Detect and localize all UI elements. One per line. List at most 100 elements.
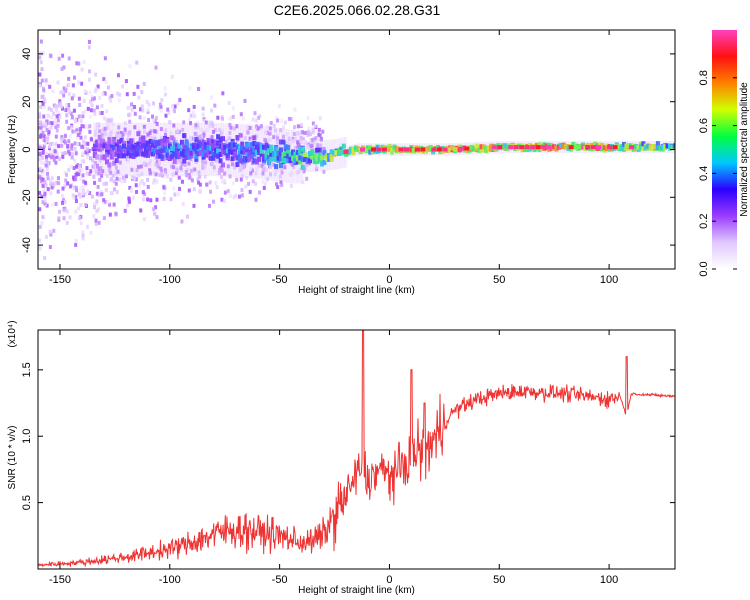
spectrogram-cell — [251, 117, 255, 122]
spectrogram-cell — [148, 170, 152, 175]
spectrogram-cell — [467, 145, 472, 151]
spectrogram-halo — [170, 122, 174, 177]
spectrogram-cell — [57, 181, 61, 186]
spectrogram-halo — [617, 140, 621, 154]
spectrogram-halo — [394, 143, 398, 156]
spectrogram-halo — [102, 122, 106, 177]
spectrogram-cell — [316, 143, 320, 148]
spectrogram-halo — [220, 123, 224, 177]
spectrogram-cell — [288, 151, 293, 157]
spectrogram-cell — [116, 73, 120, 78]
spectrogram-cell — [308, 132, 312, 137]
spectrogram-cell — [148, 161, 152, 166]
spectrogram-cell — [171, 103, 175, 108]
spectrogram-cell — [182, 158, 187, 164]
spectrogram-cell — [79, 135, 83, 140]
spectrogram-cell — [81, 151, 85, 156]
spectrogram-cell — [42, 105, 46, 110]
colorbar-tick-label: 0.2 — [698, 214, 710, 229]
spectrogram-cell — [232, 195, 236, 200]
spectrogram-cell — [134, 183, 138, 188]
spectrogram-halo — [109, 122, 113, 177]
spectrogram-cell — [87, 45, 91, 50]
spectrogram-halo — [322, 140, 326, 171]
spectrogram-cell — [41, 200, 45, 205]
spectrogram-cell — [146, 197, 150, 202]
spectrogram-cell — [162, 196, 166, 201]
spectrogram-cell — [84, 150, 88, 155]
spectrogram-halo — [551, 140, 555, 154]
spectrogram-cell — [241, 116, 245, 121]
spectrogram-cell — [62, 216, 66, 221]
spectrogram-cell — [43, 191, 47, 196]
spectrogram-cell — [170, 74, 174, 79]
spectrogram-halo — [462, 142, 466, 155]
spectrogram-cell — [192, 158, 196, 163]
spectrogram-halo — [651, 140, 655, 154]
spectrogram-cell — [161, 173, 165, 178]
spectrogram-halo — [179, 122, 183, 177]
spectrogram-cell — [90, 103, 94, 108]
spectrogram-cell — [41, 150, 45, 155]
spectrogram-cell — [67, 105, 71, 110]
spectrogram-halo — [218, 122, 222, 177]
spectrogram-cell — [182, 133, 187, 139]
spectrogram-cell — [299, 136, 303, 141]
spectrogram-halo — [380, 143, 384, 156]
spectrogram-cell — [318, 116, 322, 121]
x-tick-label: -100 — [159, 274, 181, 286]
spectrogram-cell — [68, 134, 72, 139]
spectrogram-halo — [291, 129, 295, 184]
spectrogram-cell — [220, 136, 225, 142]
spectrogram-cell — [306, 151, 310, 156]
spectrogram-halo — [133, 122, 137, 177]
spectrogram-cell — [94, 221, 98, 226]
x-tick-label: 0 — [386, 274, 392, 286]
spectrogram-cell — [237, 149, 242, 155]
spectrogram-cell — [137, 184, 141, 189]
spectrogram-cell — [481, 147, 486, 153]
spectrogram-cell — [119, 131, 123, 136]
spectrogram-cell — [472, 146, 477, 152]
spectrogram-cell — [107, 149, 112, 155]
spectrogram-cell — [63, 200, 67, 205]
spectrogram-cell — [162, 137, 167, 143]
spectrogram-cell — [135, 168, 139, 173]
spectrogram-cell — [155, 149, 160, 155]
spectrogram-halo — [117, 122, 121, 177]
spectrogram-cell — [89, 137, 93, 142]
spectrogram-cell — [39, 179, 43, 184]
spectrogram-halo — [315, 141, 319, 172]
spectrogram-cell — [274, 150, 279, 156]
spectrogram-halo — [199, 122, 203, 177]
spectrogram-cell — [248, 136, 252, 141]
spectrogram-cell — [207, 120, 211, 125]
spectrogram-cell — [143, 217, 147, 222]
spectrogram-cell — [155, 197, 159, 202]
spectrogram-cell — [74, 199, 78, 204]
spectrogram-cell — [152, 133, 156, 138]
spectrogram-cell — [320, 161, 325, 167]
spectrogram-cell — [101, 135, 105, 140]
spectrogram-cell — [47, 130, 51, 135]
x-tick-label: 0 — [386, 574, 392, 586]
spectrogram-cell — [187, 173, 191, 178]
colorbar-gradient — [712, 30, 737, 269]
spectrogram-cell — [167, 143, 172, 149]
spectrogram-halo — [230, 123, 234, 178]
spectrogram-cell — [84, 180, 88, 185]
spectrogram-cell — [54, 142, 58, 147]
spectrogram-cell — [672, 143, 675, 149]
spectrogram-halo — [259, 125, 263, 179]
spectrogram-cell — [223, 171, 227, 176]
spectrogram-cell — [77, 61, 81, 66]
spectrogram-cell — [133, 111, 137, 116]
spectrogram-cell — [143, 151, 148, 157]
spectrogram-cell — [79, 119, 83, 124]
spectrogram-cell — [46, 176, 50, 181]
spectrogram-cell — [278, 151, 283, 157]
spectrogram-cell — [80, 67, 84, 72]
spectrogram-cell — [218, 143, 223, 149]
spectrogram-cell — [45, 127, 49, 132]
spectrogram-cell — [279, 128, 283, 133]
